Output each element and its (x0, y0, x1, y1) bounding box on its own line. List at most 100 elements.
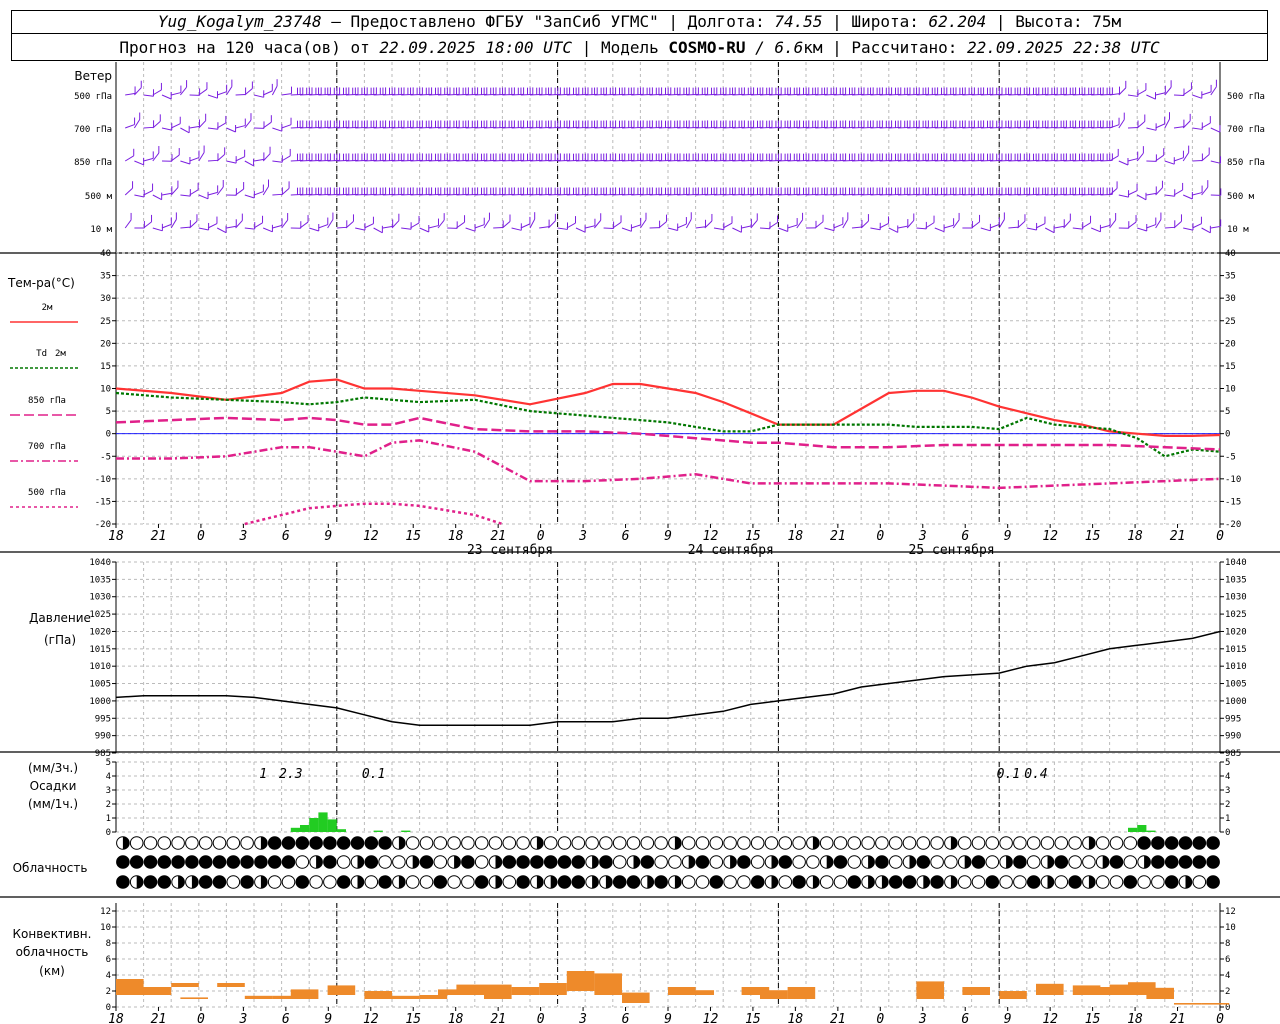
provider-text: — Предоставлено ФГБУ "ЗапСиб УГМС" | Дол… (321, 12, 775, 31)
wind-barb (1192, 94, 1202, 99)
cloud-symbol (668, 855, 682, 869)
cloud-symbol (985, 855, 1000, 869)
cloud-symbol (1164, 875, 1179, 889)
cloud-symbol (764, 836, 779, 850)
cloud-symbol-half (454, 855, 461, 869)
temp-legend-label-td: Td (36, 349, 47, 359)
precip-annotation: 1 (259, 767, 267, 782)
wind-barb (539, 226, 550, 229)
temp-ytick-left: -20 (95, 520, 111, 530)
conv-xtick-label: 18 (448, 1012, 464, 1024)
cloud-symbol (640, 855, 655, 869)
cloud-symbol (212, 855, 227, 869)
cloud-symbol-half (674, 836, 682, 850)
temp-ytick-right: 30 (1225, 294, 1236, 304)
cloud-symbol-half (964, 855, 971, 869)
wind-barb (520, 223, 531, 229)
cloud-symbol (1206, 836, 1220, 850)
wind-barb (631, 224, 641, 229)
wind-barb (1118, 194, 1129, 198)
cloud-symbol (364, 875, 379, 889)
pressure-ytick-right: 1015 (1225, 645, 1247, 655)
cloud-symbol (971, 855, 986, 869)
conv-xtick-label: 12 (1042, 1012, 1058, 1024)
cloud-symbol-half (550, 875, 557, 889)
pressure-line (115, 630, 1221, 726)
cloud-symbol (1013, 855, 1027, 869)
wind-level-label-right: 700 гПа (1227, 125, 1265, 135)
pressure-ytick-left: 1015 (89, 645, 111, 655)
cloud-symbol (599, 855, 613, 869)
pressure-ytick-right: 1025 (1225, 610, 1247, 620)
cloud-symbol (198, 855, 213, 869)
cloud-symbol-half (1047, 855, 1054, 869)
wind-barb (272, 224, 283, 229)
cloud-symbol (198, 875, 213, 889)
wind-barb (1182, 120, 1191, 129)
wind-barb (437, 219, 445, 229)
wind-barb (253, 158, 264, 162)
cloud-symbol (585, 836, 599, 850)
wind-barb (1183, 194, 1193, 200)
precip-bar (318, 812, 328, 832)
cloud-symbol (695, 875, 710, 889)
cloud-symbol (1137, 836, 1151, 850)
conv-bar (539, 983, 567, 995)
cloud-symbol (847, 875, 862, 889)
temp-ytick-left: 30 (100, 294, 111, 304)
conv-title-1: Конвективн. (13, 927, 92, 941)
cloud-symbol (1095, 875, 1110, 889)
temp-ytick-right: 40 (1225, 249, 1236, 259)
conv-bar (244, 995, 273, 999)
cloud-symbol-half (260, 875, 268, 889)
temp-xtick-label: 3 (238, 529, 247, 544)
conv-bar (566, 971, 595, 991)
wind-level-label-left: 500 гПа (74, 92, 112, 102)
conv-bar (456, 984, 484, 995)
wind-barb (1127, 126, 1139, 129)
cloud-symbol (819, 875, 834, 889)
cloud-symbol (378, 855, 392, 869)
wind-barb (189, 220, 198, 229)
cloud-symbol (1109, 875, 1124, 889)
calc-label: | Рассчитано: (822, 38, 968, 57)
cloud-symbol (185, 855, 199, 869)
conv-xtick-label: 9 (1004, 1012, 1012, 1024)
cloud-symbol-half (826, 855, 833, 869)
wind-barb (143, 126, 154, 129)
conv-bar (741, 987, 770, 995)
cloud-symbol (1206, 855, 1220, 869)
cloud-symbol (419, 875, 434, 889)
date-label: 23 сентября (467, 543, 553, 558)
wind-barb (1109, 124, 1120, 129)
cloud-symbol (930, 875, 944, 889)
precip-ytick-right: 4 (1225, 772, 1230, 782)
cloud-symbol (1109, 836, 1124, 850)
temp-xtick-label: 18 (108, 529, 124, 544)
wind-barb (1146, 192, 1157, 196)
cloud-symbol (626, 875, 641, 889)
cloud-symbol (364, 836, 379, 850)
temp-xtick-label: 15 (745, 529, 761, 544)
temp-xtick-label: 3 (578, 529, 587, 544)
wind-barb (741, 225, 752, 229)
conv-xtick-label: 9 (664, 1012, 672, 1024)
precip-annotation: 2.3 (279, 767, 302, 782)
wind-barb (272, 160, 283, 163)
wind-level-label-left: 700 гПа (74, 125, 112, 135)
wind-barb (722, 222, 733, 229)
precip-annotation: 0.1 (362, 767, 385, 782)
wind-barb (1173, 126, 1184, 129)
wind-barb (235, 188, 244, 196)
conv-bar (272, 995, 300, 999)
wind-barb (226, 127, 236, 133)
cloud-symbol (295, 855, 310, 869)
cloud-title: Облачность (13, 861, 88, 875)
cloud-symbol (502, 836, 517, 850)
wind-barb (189, 157, 200, 162)
wind-barb (180, 160, 191, 165)
wind-barb (971, 221, 980, 229)
pressure-ytick-right: 1010 (1225, 662, 1247, 672)
wind-barb (226, 160, 237, 164)
conv-xtick-label: 21 (1170, 1012, 1186, 1024)
